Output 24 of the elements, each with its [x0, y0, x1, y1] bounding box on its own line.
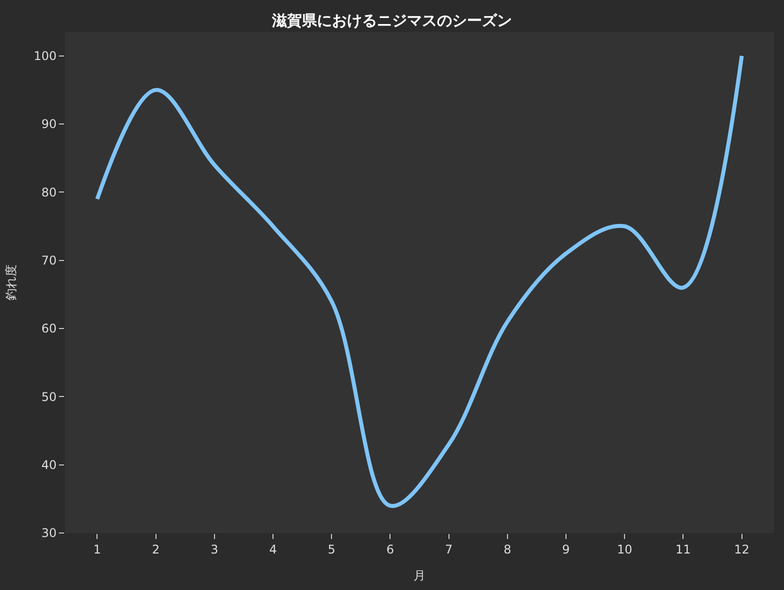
- y-tick-label: 60: [41, 322, 57, 336]
- x-tick-label: 5: [328, 542, 336, 556]
- y-tick-label: 90: [41, 117, 57, 132]
- y-tick-label: 40: [41, 458, 57, 472]
- y-tick-label: 70: [41, 254, 57, 268]
- x-tick-label: 11: [676, 542, 691, 556]
- y-tick-label: 80: [41, 185, 57, 200]
- x-tick-label: 2: [152, 542, 160, 556]
- x-tick-label: 7: [444, 542, 453, 556]
- x-tick-label: 3: [210, 542, 218, 556]
- x-tick-label: 9: [562, 542, 570, 556]
- y-tick-label: 30: [41, 526, 57, 540]
- chart-title: 滋賀県におけるニジマスのシーズン: [271, 11, 512, 30]
- y-tick-label: 50: [41, 390, 57, 404]
- x-tick-label: 12: [734, 542, 750, 556]
- line-series: [95, 54, 744, 508]
- x-tick-label: 10: [616, 542, 632, 556]
- x-axis-title: 月: [414, 568, 426, 582]
- x-tick-label: 6: [386, 542, 394, 556]
- x-tick-label: 8: [504, 542, 512, 556]
- y-axis-title: 釣れ度: [4, 264, 18, 300]
- x-tick-label: 4: [269, 542, 277, 556]
- y-tick-label: 100: [34, 49, 57, 64]
- x-tick-label: 1: [93, 542, 102, 556]
